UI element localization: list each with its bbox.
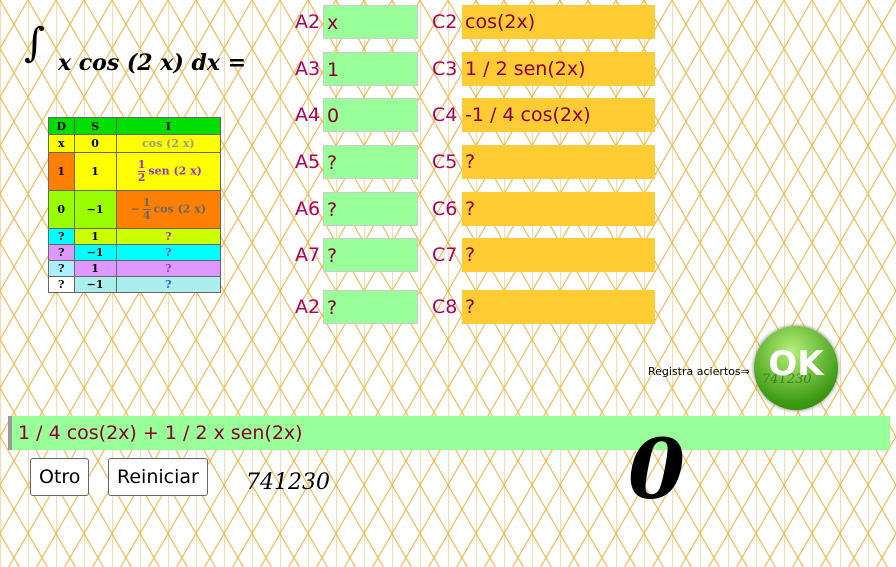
header-cell: S [73,117,117,135]
field-label: C7 [432,244,458,266]
table-cell: −1 [73,244,117,261]
table-cell: x [48,134,75,153]
table-cell: −1 4 cos (2 x) [115,190,222,229]
table-row: 1 1 1 2 sen (2 x) [48,152,222,191]
field-input[interactable]: cos(2x) [462,5,655,39]
table-row: ? −1? [48,276,222,293]
fraction-rest: sen (2 x) [148,164,202,178]
fraction-rest: cos (2 x) [153,202,207,216]
fraction-sign: − [130,202,140,216]
table-cell: ? [115,228,222,245]
code: 741230 [246,470,330,495]
table-cell: −1 [73,276,117,293]
table-cell: ? [48,276,75,293]
table-cell: ? [115,244,222,261]
field-input[interactable]: ? [323,192,418,226]
ok-button[interactable]: 741230 OK [754,326,838,410]
table-row: ? 1? [48,260,222,277]
field-input[interactable]: -1 / 4 cos(2x) [462,98,655,132]
field-input[interactable]: x [323,5,418,39]
field-input[interactable]: ? [323,145,418,179]
numerator: 1 [137,158,146,172]
table-row: ? 1? [48,228,222,245]
denominator: 2 [137,171,146,184]
table-cell: ? [48,260,75,277]
field-label: A5 [295,151,321,173]
integral-sign: ∫ [24,20,45,66]
table-cell: ? [115,276,222,293]
ok-label: OK [768,344,824,384]
table-cell: cos (2 x) [115,134,222,153]
reset-button[interactable]: Reiniciar [108,458,208,496]
field-label: A7 [295,244,321,266]
field-label: A2 [295,296,321,318]
table-cell: 0 [73,134,117,153]
table-cell: 1 2 sen (2 x) [115,152,222,191]
register-label: Registra aciertos⇒ [648,365,750,378]
field-input[interactable]: ? [462,192,655,226]
field-input[interactable]: ? [462,238,655,272]
denominator: 4 [142,209,151,222]
table-cell: ? [48,228,75,245]
field-input[interactable]: ? [462,145,655,179]
field-label: C5 [432,151,458,173]
field-label: A6 [295,198,321,220]
field-label: A2 [295,11,321,33]
table-row: 0 −1−1 4 cos (2 x) [48,190,222,229]
table-cell: ? [48,244,75,261]
table-cell: 1 [73,228,117,245]
field-label: A4 [295,104,321,126]
answer-input[interactable]: 1 / 4 cos(2x) + 1 / 2 x sen(2x) [8,416,890,450]
table-cell: 1 [48,152,75,191]
field-input[interactable]: 1 [323,52,418,86]
table-cell: ? [115,260,222,277]
field-input[interactable]: ? [462,290,655,324]
field-label: C3 [432,58,458,80]
table-row: x 0 cos (2 x) [48,134,222,153]
field-input[interactable]: 0 [323,98,418,132]
field-label: C8 [432,296,458,318]
table-cell: 1 [73,152,117,191]
score: 0 [628,422,686,518]
other-button[interactable]: Otro [30,458,90,496]
table-cell: 0 [48,190,75,229]
ok-code: 741230 [762,372,812,387]
field-label: C4 [432,104,458,126]
field-label: C6 [432,198,458,220]
numerator: 1 [142,196,151,210]
field-input[interactable]: 1 / 2 sen(2x) [462,52,655,86]
field-input[interactable]: ? [323,290,418,324]
header-cell: D [48,117,75,135]
field-input[interactable]: ? [323,238,418,272]
field-label: A3 [295,58,321,80]
table-cell: −1 [73,190,117,229]
table-row: ? −1? [48,244,222,261]
header-cell: I [115,117,222,135]
table-cell: 1 [73,260,117,277]
field-label: C2 [432,11,458,33]
integral-expression: x cos (2 x) dx = [58,50,247,76]
